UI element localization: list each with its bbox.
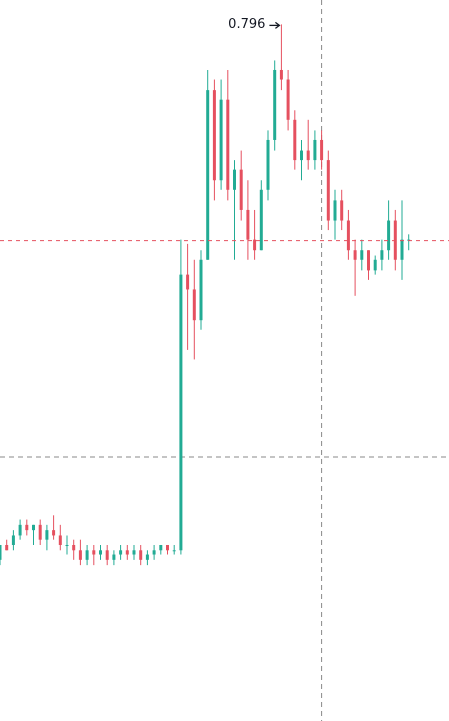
candle-body [333,200,337,221]
candle-body [186,274,190,290]
candle-body [132,550,136,555]
candle-body [239,169,243,210]
candle-body [72,544,76,551]
candle-body [78,550,82,560]
candle-body [119,550,123,555]
high-label: 0.796 [228,17,265,32]
candle-body [346,220,350,251]
candle-body [400,239,404,260]
candle-body [360,250,364,260]
candle-body [340,200,344,221]
candle-body [11,535,15,545]
candle-body [313,139,317,161]
candle-body [300,150,303,161]
high-arrow-head [275,21,281,29]
candle-body [85,550,89,560]
candle-body [266,139,270,190]
candle-body [45,530,49,540]
candle-body [279,69,283,80]
candle-body [25,524,29,531]
candle-body [353,250,357,260]
candle-body [246,209,250,240]
candle-body [139,550,143,560]
candle-body [407,239,411,241]
candle-body [253,239,257,251]
candle-body [219,99,223,181]
candle-body [105,550,109,560]
candle-body [18,524,22,536]
candle-body [166,544,169,551]
candle-body [320,139,324,161]
candle-body [212,90,216,181]
candle-body [273,69,277,140]
candle-body [58,535,62,545]
candle-body [0,544,2,560]
candle-body [52,530,56,536]
candle-body [380,250,384,260]
candle-body [92,550,96,555]
candle-body [192,289,196,321]
candle-body [65,544,69,546]
candle-body [226,99,230,190]
candle-body [179,274,183,551]
candle-body [125,550,129,555]
candle-body [199,259,203,321]
candle-body [112,554,116,560]
candle-body [159,544,163,551]
candle-body [145,554,149,560]
candle-body [373,259,377,271]
candle-body [206,90,210,260]
candle-body [172,550,176,552]
candle-body [99,550,102,555]
candle-body [259,189,263,251]
candle-body [286,79,290,120]
candle-body [326,160,330,221]
candle-body [38,524,42,540]
candle-body [293,119,297,161]
candle-body [152,550,156,555]
candle-body [367,250,370,271]
candle-body [5,544,9,551]
candle-body [393,220,397,260]
candle-body [233,169,236,190]
candle-body [387,220,391,251]
candle-body [32,524,35,531]
candle-body [306,150,310,161]
